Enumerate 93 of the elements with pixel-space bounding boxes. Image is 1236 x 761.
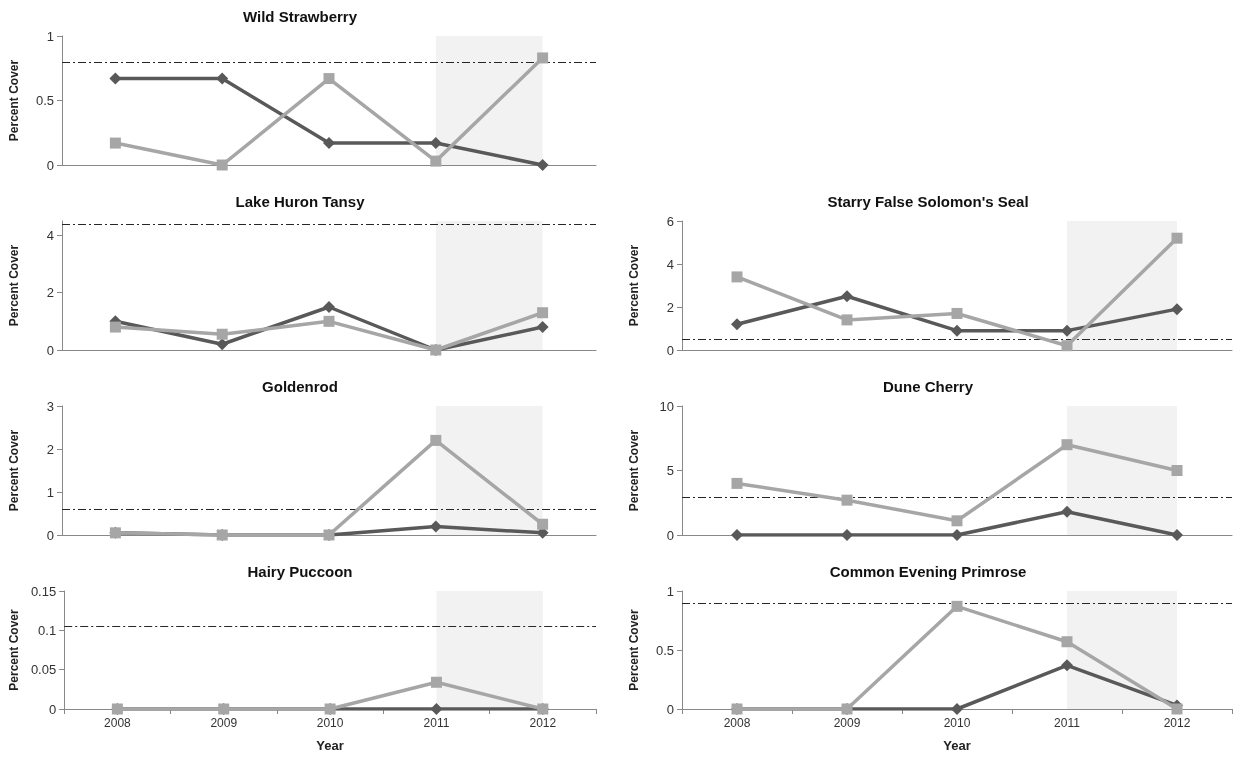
- chart-title: Dune Cherry: [882, 378, 974, 395]
- point: [951, 600, 963, 612]
- point: [951, 515, 963, 527]
- point: [537, 518, 549, 530]
- point: [1171, 529, 1183, 541]
- y-tick-label: 0.1: [38, 622, 57, 638]
- point: [731, 318, 743, 331]
- y-tick-label: 2: [666, 299, 674, 315]
- point: [216, 338, 229, 351]
- y-tick-label: 2: [46, 441, 54, 457]
- point: [841, 314, 853, 326]
- point: [323, 315, 335, 327]
- y-axis-title: Percent Cover: [7, 244, 21, 327]
- y-tick-label: 0.15: [30, 583, 57, 599]
- y-tick-label: 5: [666, 463, 674, 478]
- point: [323, 301, 335, 313]
- y-tick-label: 0.5: [655, 642, 674, 658]
- point: [951, 324, 963, 337]
- y-tick-label: 0: [46, 527, 54, 543]
- point: [731, 477, 743, 489]
- point: [731, 529, 743, 541]
- point: [216, 72, 229, 85]
- x-tick-label: 2010: [943, 716, 971, 730]
- x-axis-title: Year: [316, 738, 344, 753]
- y-tick-label: 1: [46, 484, 54, 500]
- y-axis-title: Percent Cover: [7, 429, 21, 512]
- chart-title: Lake Huron Tansy: [235, 193, 366, 210]
- point: [1061, 324, 1073, 337]
- y-tick-label: 0: [48, 701, 57, 717]
- point: [841, 494, 853, 506]
- chart-title: Starry False Solomon's Seal: [827, 193, 1029, 210]
- point: [1171, 465, 1183, 476]
- chart-title: Common Evening Primrose: [829, 563, 1027, 580]
- y-axis-title: Percent Cover: [627, 244, 641, 327]
- y-tick-label: 4: [46, 227, 54, 243]
- point: [1061, 636, 1073, 648]
- point: [1061, 340, 1073, 352]
- point: [430, 434, 442, 446]
- point: [951, 703, 963, 715]
- point: [1061, 505, 1073, 518]
- y-tick-label: 0: [46, 157, 54, 173]
- point: [429, 520, 442, 533]
- y-axis-title: Percent Cover: [627, 608, 641, 691]
- point: [537, 52, 549, 64]
- y-tick-label: 1: [46, 28, 54, 44]
- y-tick-label: 0.05: [30, 662, 57, 678]
- x-tick-label: 2012: [529, 716, 557, 730]
- point: [109, 321, 121, 333]
- x-tick-label: 2009: [210, 716, 238, 730]
- point: [841, 529, 853, 541]
- chart-title: Goldenrod: [262, 378, 338, 395]
- point: [216, 159, 228, 171]
- y-tick-label: 0.5: [35, 93, 54, 108]
- y-tick-label: 0: [46, 342, 54, 358]
- point: [1061, 659, 1073, 672]
- y-tick-label: 1: [666, 583, 674, 599]
- point: [731, 271, 743, 283]
- y-axis-title: Percent Cover: [7, 59, 21, 142]
- point: [109, 137, 121, 149]
- y-tick-label: 3: [46, 398, 54, 414]
- chart-title: Wild Strawberry: [242, 8, 358, 25]
- chart-title: Hairy Puccoon: [247, 563, 353, 580]
- y-tick-label: 6: [666, 213, 674, 229]
- x-tick-label: 2012: [1163, 716, 1191, 730]
- x-tick-label: 2010: [316, 716, 344, 730]
- x-axis-title: Year: [943, 738, 971, 753]
- y-axis-title: Percent Cover: [7, 608, 21, 691]
- point: [951, 307, 963, 319]
- y-tick-label: 10: [659, 398, 674, 414]
- point: [216, 328, 228, 340]
- y-tick-label: 0: [666, 527, 674, 543]
- y-tick-label: 0: [666, 342, 674, 358]
- point: [536, 159, 549, 171]
- x-tick-label: 2009: [833, 716, 861, 730]
- point: [1171, 232, 1183, 244]
- point: [323, 73, 335, 85]
- point: [1171, 703, 1183, 715]
- x-tick-label: 2008: [104, 716, 132, 730]
- point: [1061, 439, 1073, 451]
- y-tick-label: 2: [46, 285, 54, 301]
- y-axis-title: Percent Cover: [627, 429, 641, 512]
- y-tick-label: 4: [666, 256, 674, 272]
- x-tick-label: 2008: [723, 716, 751, 730]
- point: [841, 290, 853, 303]
- point: [536, 321, 549, 334]
- point: [430, 155, 442, 167]
- point: [951, 529, 963, 541]
- point: [323, 137, 335, 150]
- point: [537, 307, 549, 319]
- x-tick-label: 2011: [423, 716, 450, 730]
- y-tick-label: 0: [666, 701, 674, 717]
- x-tick-label: 2011: [1054, 716, 1081, 730]
- point: [1171, 303, 1183, 316]
